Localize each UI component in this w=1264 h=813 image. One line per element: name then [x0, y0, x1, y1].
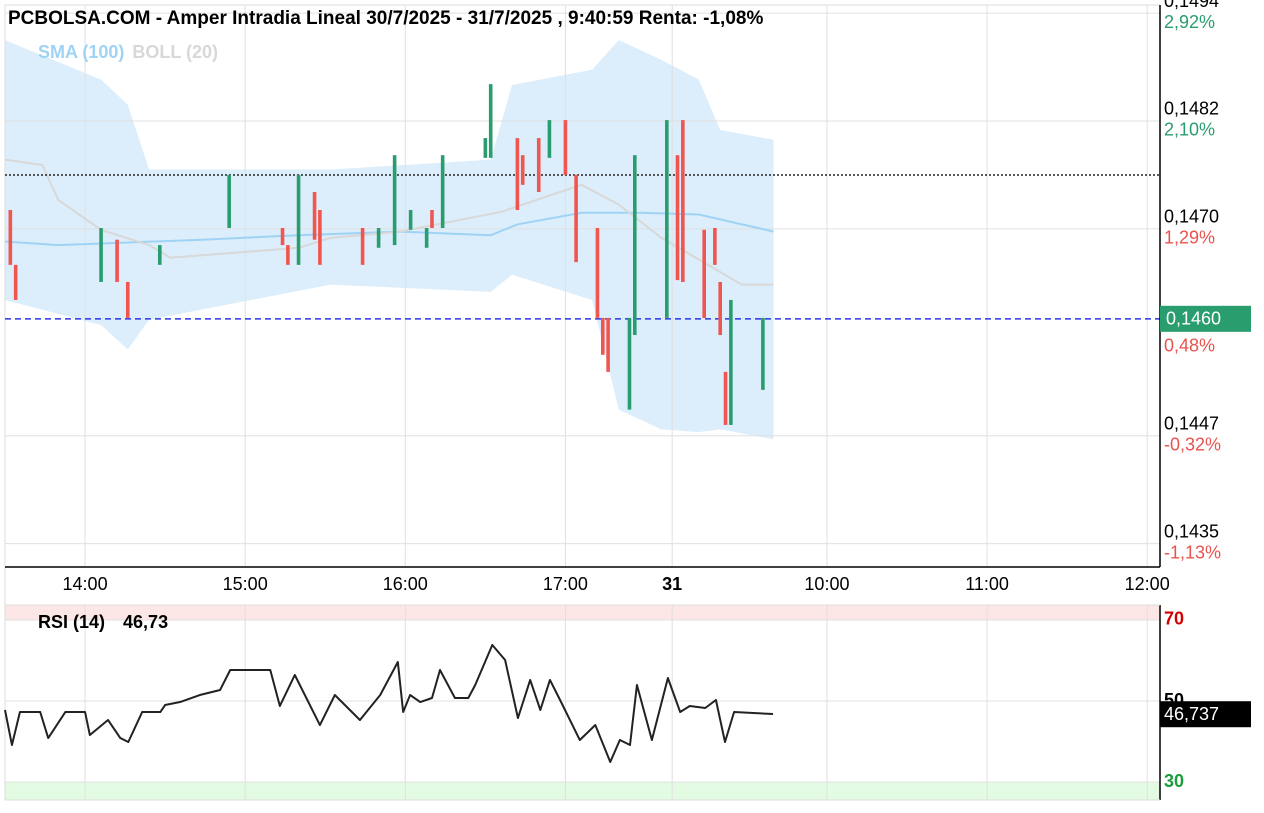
percent-label: -0,32%	[1164, 434, 1221, 454]
last-price-box	[1160, 305, 1251, 332]
candle	[8, 210, 13, 265]
candle	[600, 317, 605, 355]
candle	[665, 120, 669, 318]
candle	[99, 228, 103, 282]
candle	[729, 299, 733, 425]
candle	[227, 174, 231, 229]
candle	[376, 228, 381, 248]
y-tick-label: 0,1435	[1164, 521, 1219, 541]
x-tick-label: 14:00	[63, 574, 108, 594]
candle	[681, 120, 685, 282]
candle	[286, 245, 290, 265]
bollinger-band	[5, 40, 774, 440]
candle	[718, 281, 723, 336]
oversold-zone	[5, 782, 1160, 800]
percent-label: 2,10%	[1164, 120, 1215, 140]
candle	[360, 228, 365, 265]
rsi-tick-label: 30	[1164, 771, 1184, 791]
legend-entry: SMA (100)	[38, 42, 124, 62]
candle	[392, 155, 397, 246]
candle	[483, 138, 488, 158]
candle	[125, 281, 130, 318]
rsi-tick-label: 70	[1164, 609, 1184, 629]
candle	[312, 192, 317, 240]
rsi-value-label: 46,737	[1164, 704, 1219, 724]
x-tick-label: 17:00	[543, 574, 588, 594]
candle	[547, 120, 552, 158]
candle	[515, 138, 520, 211]
y-tick-label: 0,1482	[1164, 99, 1219, 119]
percent-label: 1,29%	[1164, 228, 1215, 248]
rsi-line	[4, 643, 774, 764]
candle	[675, 155, 680, 281]
candle	[157, 245, 162, 265]
percent-label: 0,48%	[1164, 336, 1215, 356]
candle	[488, 84, 493, 158]
candle	[13, 264, 18, 300]
candle	[563, 120, 568, 175]
candle	[115, 239, 119, 282]
x-tick-label: 31	[662, 574, 682, 594]
candle	[595, 228, 600, 318]
indicator-line	[4, 211, 774, 247]
indicator-line	[4, 158, 774, 286]
y-tick-label: 0,1494	[1164, 0, 1219, 11]
candle	[536, 138, 541, 193]
overbought-zone	[5, 605, 1160, 620]
x-tick-label: 10:00	[804, 574, 849, 594]
candle	[761, 317, 765, 390]
candle	[723, 371, 728, 425]
percent-label: -1,13%	[1164, 542, 1221, 562]
rsi-title: RSI (14)	[38, 612, 105, 632]
candle	[424, 228, 429, 248]
last-price-label: 0,1460	[1166, 309, 1221, 329]
percent-label: 2,92%	[1164, 12, 1215, 32]
candle	[318, 210, 322, 265]
candle	[280, 228, 285, 246]
candle	[702, 229, 706, 318]
candle	[606, 317, 610, 372]
candle	[627, 317, 632, 410]
x-tick-label: 15:00	[223, 574, 268, 594]
x-tick-label: 12:00	[1125, 574, 1170, 594]
candle	[296, 174, 301, 265]
x-tick-label: 16:00	[383, 574, 428, 594]
rsi-header-value: 46,73	[123, 612, 168, 632]
chart-title: PCBOLSA.COM - Amper Intradia Lineal 30/7…	[8, 8, 763, 29]
rsi-value-box	[1160, 701, 1251, 728]
candle	[520, 155, 525, 185]
candle	[408, 210, 413, 230]
y-tick-label: 0,1447	[1164, 413, 1219, 433]
candle	[633, 155, 637, 336]
y-tick-label: 0,1470	[1164, 207, 1219, 227]
candle	[574, 174, 578, 263]
candle	[440, 155, 445, 229]
candle	[430, 210, 434, 229]
x-tick-label: 11:00	[965, 574, 1009, 594]
candle	[713, 228, 717, 265]
legend-entry: BOLL (20)	[132, 42, 218, 62]
